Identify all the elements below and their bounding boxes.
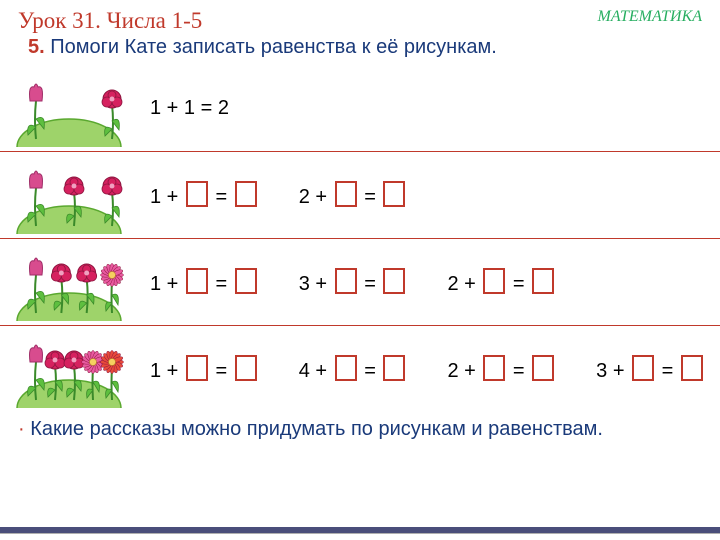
answer-box[interactable] [235, 268, 257, 294]
task-text: Помоги Кате записать равенства к её рису… [50, 36, 497, 58]
equation: 2 + = [447, 355, 556, 383]
equation: 2 + = [447, 268, 556, 296]
answer-box[interactable] [186, 181, 208, 207]
answer-box[interactable] [532, 268, 554, 294]
answer-box[interactable] [186, 355, 208, 381]
equations-group: 1 + = 3 + = 2 + = [134, 268, 710, 296]
answer-box[interactable] [235, 355, 257, 381]
equation: 2 + = [299, 181, 408, 209]
answer-box[interactable] [681, 355, 703, 381]
answer-box[interactable] [483, 355, 505, 381]
answer-box[interactable] [335, 268, 357, 294]
equation: 4 + = [299, 355, 408, 383]
answer-box[interactable] [335, 181, 357, 207]
answer-box[interactable] [632, 355, 654, 381]
equations-group: 1 + 1 = 2 [134, 97, 710, 120]
flower-illustration [14, 330, 134, 408]
task-number: 5. [28, 36, 45, 58]
equation: 1 + = [150, 181, 259, 209]
answer-box[interactable] [383, 268, 405, 294]
equations-group: 1 + = 4 + = 2 + = 3 + = [134, 355, 710, 383]
answer-box[interactable] [483, 268, 505, 294]
equation: 3 + = [596, 355, 705, 383]
equations-group: 1 + = 2 + = [134, 181, 710, 209]
equation: 1 + 1 = 2 [150, 97, 229, 120]
bullet: · [18, 418, 25, 440]
exercise-row: 1 + 1 = 2 [0, 65, 720, 152]
footer-question: · Какие рассказы можно придумать по рису… [0, 412, 720, 441]
answer-box[interactable] [383, 355, 405, 381]
answer-box[interactable] [532, 355, 554, 381]
flower-illustration [14, 243, 134, 321]
answer-box[interactable] [335, 355, 357, 381]
answer-box[interactable] [186, 268, 208, 294]
subject-label: МАТЕМАТИКА [597, 8, 702, 26]
answer-box[interactable] [235, 181, 257, 207]
task-prompt: 5. Помоги Кате записать равенства к её р… [0, 34, 720, 65]
decorative-footer-line [0, 527, 720, 534]
exercise-row: 1 + = 4 + = 2 + = 3 + = [0, 326, 720, 412]
lesson-title: Урок 31. Числа 1-5 [18, 8, 202, 34]
equation: 3 + = [299, 268, 408, 296]
exercise-row: 1 + = 2 + = [0, 152, 720, 239]
equation: 1 + = [150, 268, 259, 296]
footer-text: Какие рассказы можно придумать по рисунк… [30, 418, 603, 440]
flower-illustration [14, 69, 134, 147]
flower-illustration [14, 156, 134, 234]
answer-box[interactable] [383, 181, 405, 207]
equation: 1 + = [150, 355, 259, 383]
exercise-row: 1 + = 3 + = 2 + = [0, 239, 720, 326]
